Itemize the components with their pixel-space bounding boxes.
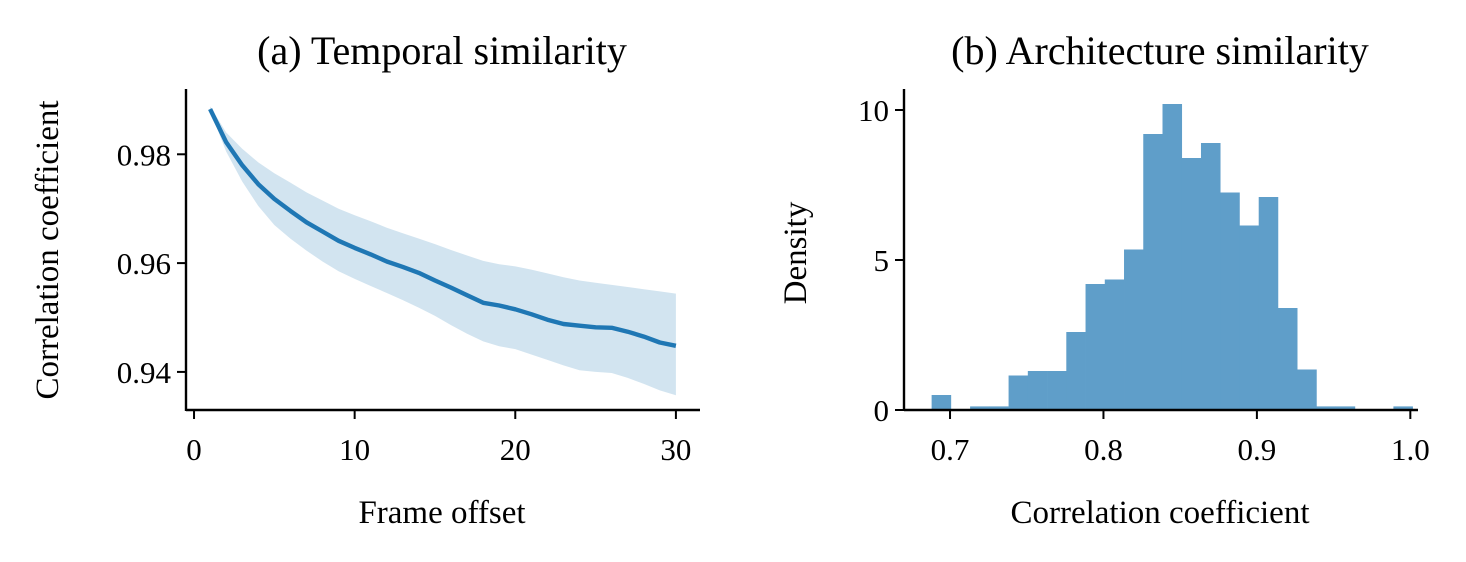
y-tick-label: 0	[874, 393, 890, 428]
histogram-bar	[1085, 284, 1106, 410]
chart-title-a: (a) Temporal similarity	[257, 28, 627, 73]
mean-line-layer	[208, 108, 677, 348]
panel-architecture-similarity: (b) Architecture similarity 0.7 0.8 0.9 1.0…	[778, 28, 1430, 531]
x-tick-label: 1.0	[1391, 432, 1430, 467]
histogram-bar	[1393, 406, 1413, 410]
y-tick-label: 0.94	[117, 355, 172, 390]
histogram-bars	[931, 104, 1413, 410]
histogram-bar	[970, 406, 990, 410]
histogram-bar	[989, 406, 1009, 410]
x-tick-label: 10	[339, 432, 370, 467]
x-ticks-a: 0 10 20 30	[186, 410, 691, 467]
histogram-bar	[1104, 279, 1125, 410]
y-tick-label: 0.98	[117, 137, 171, 172]
histogram-bar	[1181, 158, 1202, 410]
y-tick-label: 5	[874, 243, 890, 278]
mean-line	[208, 108, 677, 348]
histogram-bar	[1297, 369, 1317, 410]
x-axis-label-b: Correlation coefficient	[1010, 495, 1309, 531]
histogram-bar	[1047, 371, 1067, 410]
x-tick-label: 20	[500, 432, 531, 467]
x-tick-label: 30	[660, 432, 691, 467]
y-tick-label: 10	[858, 93, 889, 128]
y-tick-label: 0.96	[117, 246, 171, 281]
histogram-bar	[1200, 143, 1221, 410]
histogram-bar	[1258, 197, 1279, 410]
histogram-bar	[931, 395, 952, 410]
histogram-bar	[1277, 308, 1298, 410]
panel-temporal-similarity: (a) Temporal similarity 0 10 20 30 0.94 0.96…	[30, 28, 700, 531]
histogram-bar	[1335, 406, 1356, 410]
x-tick-label: 0.9	[1238, 432, 1277, 467]
chart-title-b: (b) Architecture similarity	[951, 28, 1369, 73]
x-tick-label: 0.8	[1084, 432, 1123, 467]
histogram-bar	[1027, 371, 1048, 410]
histogram-bar	[1220, 192, 1240, 410]
histogram-bar	[1066, 332, 1086, 410]
confidence-band	[210, 106, 676, 396]
y-ticks-b: 0 5 10	[858, 93, 904, 428]
x-tick-label: 0.7	[931, 432, 970, 467]
x-tick-label: 0	[186, 432, 202, 467]
histogram-bar	[1124, 249, 1144, 410]
histogram-bar	[1239, 225, 1260, 410]
x-ticks-b: 0.7 0.8 0.9 1.0	[931, 410, 1430, 467]
y-axis-label-a: Correlation coefficient	[30, 100, 66, 399]
confidence-band-layer	[210, 106, 676, 396]
histogram-bar	[1162, 104, 1183, 410]
histogram-bar	[1008, 375, 1029, 410]
y-ticks-a: 0.94 0.96 0.98	[117, 137, 186, 390]
histogram-bar	[1316, 406, 1336, 410]
y-axis-label-b: Density	[778, 201, 814, 304]
x-axis-label-a: Frame offset	[358, 495, 525, 531]
histogram-bar	[1143, 134, 1163, 410]
